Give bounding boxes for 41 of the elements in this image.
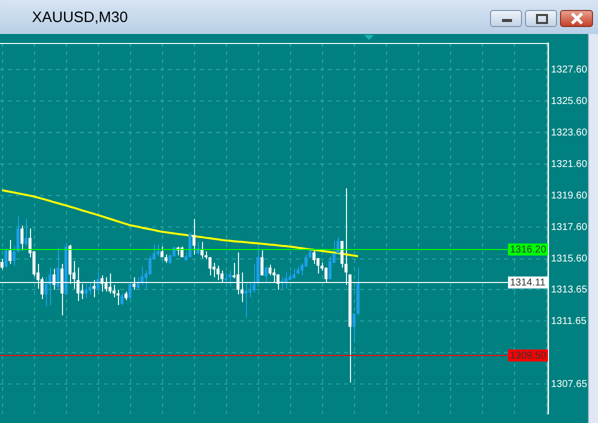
candlestick — [84, 283, 88, 299]
y-tick-label: 1315.60 — [551, 254, 588, 265]
y-tick-label: 1313.65 — [551, 284, 588, 296]
candlestick — [328, 256, 332, 280]
candlestick — [88, 282, 92, 295]
candlestick — [264, 265, 268, 284]
candlestick — [200, 241, 204, 259]
y-tick-label: 1325.60 — [551, 96, 588, 107]
candlestick — [268, 264, 272, 276]
y-tick-label: 1323.60 — [551, 127, 588, 138]
chart-title: XAUUSD,M30 — [32, 9, 128, 26]
candlestick — [8, 240, 12, 264]
candlestick — [0, 258, 4, 270]
candlestick — [24, 218, 28, 246]
y-tick-label: 1317.60 — [551, 222, 588, 233]
candlestick — [224, 272, 228, 282]
candlestick — [116, 289, 120, 306]
candlestick — [156, 244, 160, 257]
candlestick — [120, 292, 124, 306]
y-tick-label: 1321.60 — [551, 158, 588, 170]
candlestick — [48, 267, 52, 306]
candlestick — [248, 282, 252, 298]
y-tick-label: 1311.65 — [551, 316, 587, 327]
ref-line-label: 1314.11 — [510, 277, 546, 288]
candlestick — [244, 281, 248, 318]
candlestick — [192, 218, 196, 255]
candlestick — [4, 248, 8, 268]
candlestick — [352, 313, 356, 343]
ref-line-label: 1316.20 — [510, 244, 547, 256]
candlestick — [20, 225, 24, 251]
y-tick-label: 1307.65 — [551, 378, 588, 390]
y-tick-label: 1319.60 — [551, 190, 588, 202]
candlestick — [216, 265, 220, 281]
candlestick — [312, 250, 316, 264]
ref-line-label: 1309.50 — [510, 350, 547, 362]
candlestick — [56, 247, 60, 290]
y-tick-label: 1327.60 — [551, 64, 588, 76]
candlestick — [44, 276, 48, 306]
candlestick — [336, 236, 340, 254]
candlestick — [96, 271, 100, 294]
candlestick — [260, 250, 264, 276]
